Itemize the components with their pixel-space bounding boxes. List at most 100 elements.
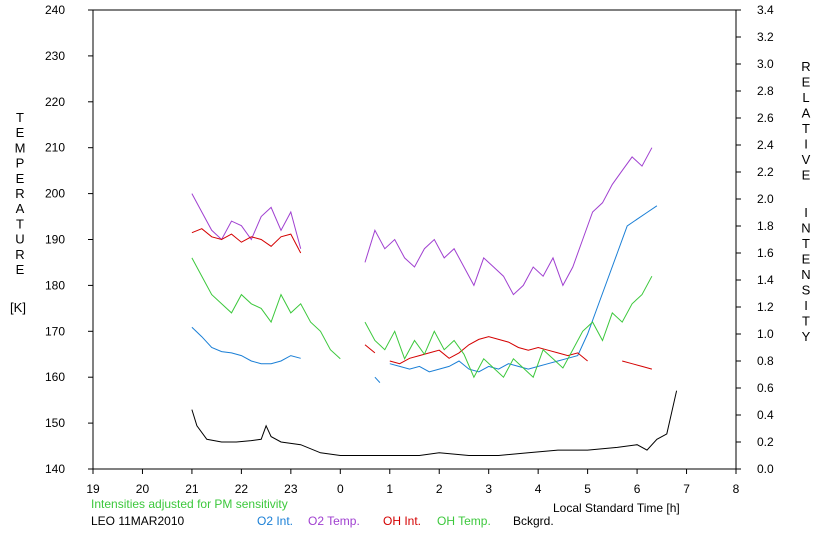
- left-axis-title-letter: P: [16, 156, 25, 171]
- right-tick-label: 0.4: [757, 408, 774, 422]
- left-axis-title-letter: T: [16, 110, 24, 125]
- series-line-oh-int: [364, 344, 376, 354]
- left-tick-label: 230: [45, 49, 65, 63]
- left-tick-label: 140: [45, 462, 65, 476]
- station-label: LEO 11MAR2010: [91, 514, 184, 528]
- x-tick-label: 21: [185, 482, 199, 496]
- left-axis: 140 150 160 170 180 190 200 210 220 230 240: [45, 3, 93, 476]
- left-axis-title-letter: A: [16, 201, 25, 216]
- left-tick-label: 210: [45, 141, 65, 155]
- series-line-o2-int: [374, 376, 381, 383]
- right-axis: 0.0 0.2 0.4 0.6 0.8 1.0 1.2 1.4 1.6 1.8 2.0 2.2 2.4 2…: [736, 3, 774, 476]
- x-tick-label: 0: [337, 482, 344, 496]
- left-axis-title-letter: T: [16, 216, 24, 231]
- right-axis-title-letter: E: [802, 252, 811, 267]
- right-tick-label: 0.2: [757, 435, 774, 449]
- series-line-oh-temp: [191, 257, 341, 360]
- x-axis-title: Local Standard Time [h]: [553, 501, 680, 515]
- right-tick-label: 1.6: [757, 246, 774, 260]
- right-axis-title-letter: S: [802, 283, 811, 298]
- right-axis-title-letter: E: [802, 75, 811, 90]
- x-tick-label: 2: [436, 482, 443, 496]
- series-line-oh-int: [191, 228, 302, 254]
- series-line-o2-temp: [191, 193, 302, 249]
- right-tick-label: 2.8: [757, 84, 774, 98]
- right-tick-label: 0.0: [757, 462, 774, 476]
- right-axis-title-letter: T: [802, 121, 810, 136]
- legend-entry: OH Temp.: [437, 514, 491, 528]
- left-axis-title-letter: M: [15, 140, 26, 155]
- right-axis-title-letter: T: [802, 236, 810, 251]
- x-tick-label: 3: [485, 482, 492, 496]
- right-axis-title-letter: T: [802, 314, 810, 329]
- left-axis-title-letter: R: [15, 186, 24, 201]
- right-axis-title-letter: I: [804, 298, 808, 313]
- left-axis-title-letter: U: [15, 232, 24, 247]
- left-tick-label: 180: [45, 278, 65, 292]
- right-tick-label: 1.8: [757, 219, 774, 233]
- left-tick-label: 240: [45, 3, 65, 17]
- right-tick-label: 2.0: [757, 192, 774, 206]
- left-tick-label: 170: [45, 324, 65, 338]
- right-tick-label: 3.0: [757, 57, 774, 71]
- x-tick-label: 4: [535, 482, 542, 496]
- x-tick-label: 22: [235, 482, 249, 496]
- x-tick-label: 23: [284, 482, 298, 496]
- chart-note: Intensities adjusted for PM sensitivity: [91, 497, 288, 511]
- legend: O2 Int. O2 Temp. OH Int. OH Temp. Bckgrd.: [257, 514, 554, 528]
- series-line-o2-int: [191, 326, 301, 365]
- x-tick-label: 20: [136, 482, 150, 496]
- x-tick-label: 19: [86, 482, 100, 496]
- series-layer: [191, 147, 678, 456]
- x-tick-label: 1: [386, 482, 393, 496]
- legend-entry: O2 Int.: [257, 514, 293, 528]
- series-line-oh-temp: [364, 275, 653, 379]
- left-axis-title-letter: R: [15, 247, 24, 262]
- right-axis-title-letter: A: [802, 106, 811, 121]
- left-tick-label: 160: [45, 370, 65, 384]
- left-axis-unit: [K]: [10, 300, 26, 315]
- right-axis-title-letter: L: [802, 90, 809, 105]
- legend-entry: Bckgrd.: [513, 514, 554, 528]
- left-axis-title-letter: E: [16, 262, 25, 277]
- right-axis-title-letter: Y: [802, 329, 811, 344]
- series-line-bckgrd: [191, 390, 678, 456]
- legend-entry: OH Int.: [383, 514, 421, 528]
- right-tick-label: 1.4: [757, 273, 774, 287]
- right-axis-title-letter: N: [801, 221, 810, 236]
- x-tick-label: 6: [634, 482, 641, 496]
- right-axis-title-letter: I: [804, 205, 808, 220]
- right-tick-label: 3.4: [757, 3, 774, 17]
- x-axis: 19 20 21 22 23 0 1 2 3 4 5 6 7 8: [86, 469, 740, 496]
- right-axis-title-letter: V: [802, 152, 811, 167]
- right-tick-label: 1.2: [757, 300, 774, 314]
- left-tick-label: 200: [45, 187, 65, 201]
- series-line-o2-temp: [364, 147, 653, 296]
- x-tick-label: 8: [733, 482, 740, 496]
- right-axis-title-letter: R: [801, 59, 810, 74]
- right-tick-label: 1.0: [757, 327, 774, 341]
- series-line-oh-int: [622, 360, 653, 370]
- right-axis-title-letter: N: [801, 267, 810, 282]
- right-tick-label: 2.4: [757, 138, 774, 152]
- right-tick-label: 0.8: [757, 354, 774, 368]
- x-tick-label: 7: [683, 482, 690, 496]
- right-tick-label: 2.6: [757, 111, 774, 125]
- x-tick-label: 5: [584, 482, 591, 496]
- right-tick-label: 3.2: [757, 30, 774, 44]
- left-tick-label: 150: [45, 416, 65, 430]
- plot-area: [92, 9, 737, 470]
- series-line-oh-int: [389, 336, 588, 365]
- left-tick-label: 220: [45, 95, 65, 109]
- left-tick-label: 190: [45, 233, 65, 247]
- legend-entry: O2 Temp.: [308, 514, 360, 528]
- right-axis-title-letter: E: [802, 168, 811, 183]
- right-tick-label: 0.6: [757, 381, 774, 395]
- left-axis-title-letter: E: [16, 171, 25, 186]
- right-axis-title-letter: I: [804, 137, 808, 152]
- right-tick-label: 2.2: [757, 165, 774, 179]
- left-axis-title-letter: E: [16, 125, 25, 140]
